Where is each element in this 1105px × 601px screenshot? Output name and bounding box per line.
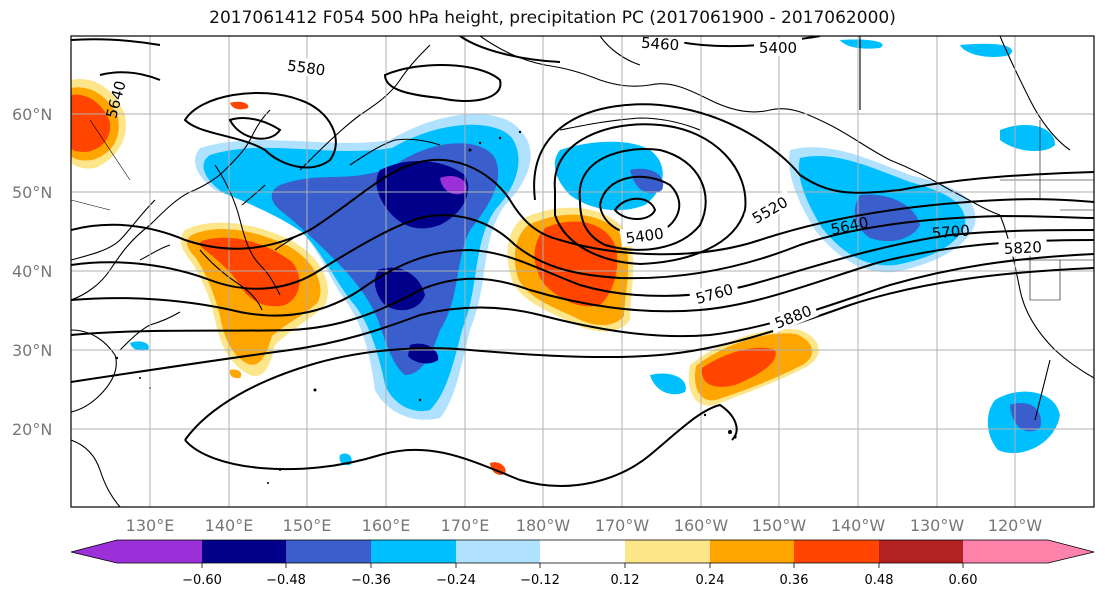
- contour-label: 5700: [931, 221, 971, 242]
- contour-label: 5400: [759, 39, 797, 57]
- contour-label: 5460: [640, 34, 679, 55]
- contour-label: 5580: [286, 56, 326, 79]
- map-area: 5580 5640 5460 5400 5400 5520: [71, 34, 1094, 507]
- lat-label: 50°N: [12, 183, 52, 202]
- colorbar-tick-label: −0.48: [266, 573, 306, 588]
- lat-label: 40°N: [12, 262, 52, 281]
- lon-label: 150°E: [283, 516, 332, 535]
- colorbar-segment: [71, 540, 117, 563]
- colorbar-tick-label: −0.24: [436, 573, 476, 588]
- colorbar-segment: [286, 540, 372, 563]
- colorbar-tick-label: 0.24: [696, 573, 725, 588]
- contour-label: 5400: [625, 224, 665, 247]
- lon-label: 170°W: [595, 516, 650, 535]
- lon-label: 160°E: [362, 516, 411, 535]
- colorbar-segment: [117, 540, 203, 563]
- lon-label: 140°E: [205, 516, 254, 535]
- colorbar-segment: [371, 540, 457, 563]
- contour-label: 5880: [772, 302, 814, 333]
- colorbar-segment: [456, 540, 541, 563]
- lat-label: 60°N: [12, 105, 52, 124]
- colorbar-segment: [540, 540, 626, 563]
- contour-label: 5520: [749, 193, 791, 228]
- lon-label: 180°W: [516, 516, 571, 535]
- borders: [71, 119, 1094, 301]
- graticule: [71, 36, 1094, 507]
- lon-label: 170°E: [441, 516, 490, 535]
- lat-label: 20°N: [12, 420, 52, 439]
- negative-precip-anomaly: [130, 39, 1060, 466]
- colorbar: −0.60 −0.48 −0.36 −0.24 −0.12 0.12 0.24 …: [70, 539, 1095, 588]
- lon-label: 130°E: [126, 516, 175, 535]
- colorbar-tick-label: 0.60: [949, 573, 978, 588]
- colorbar-segment: [625, 540, 711, 563]
- lat-label: 30°N: [12, 341, 52, 360]
- colorbar-segment: [202, 540, 287, 563]
- colorbar-tick-label: −0.60: [182, 573, 222, 588]
- colorbar-segment: [794, 540, 880, 563]
- lon-label: 150°W: [752, 516, 807, 535]
- colorbar-tick-label: 0.12: [611, 573, 640, 588]
- colorbar-tick-label: −0.12: [520, 573, 560, 588]
- map-frame: [70, 35, 1095, 508]
- lon-label: 120°W: [988, 516, 1043, 535]
- colorbar-tick-label: −0.36: [351, 573, 391, 588]
- colorbar-segment: [1048, 540, 1094, 563]
- latitude-labels: 60°N 50°N 40°N 30°N 20°N: [12, 105, 52, 439]
- contour-label: 5760: [694, 280, 736, 308]
- colorbar-segment: [879, 540, 964, 563]
- islands: [115, 130, 737, 484]
- colorbar-tick-label: 0.48: [865, 573, 894, 588]
- longitude-labels: 130°E 140°E 150°E 160°E 170°E 180°W 170°…: [126, 516, 1043, 535]
- lon-label: 130°W: [910, 516, 965, 535]
- contour-label: 5820: [1003, 238, 1042, 258]
- colorbar-tick-label: 0.36: [780, 573, 809, 588]
- colorbar-segment: [963, 540, 1049, 563]
- lon-label: 160°W: [674, 516, 729, 535]
- colorbar-segment: [710, 540, 795, 563]
- map-title: 2017061412 F054 500 hPa height, precipit…: [209, 8, 896, 28]
- lon-label: 140°W: [831, 516, 886, 535]
